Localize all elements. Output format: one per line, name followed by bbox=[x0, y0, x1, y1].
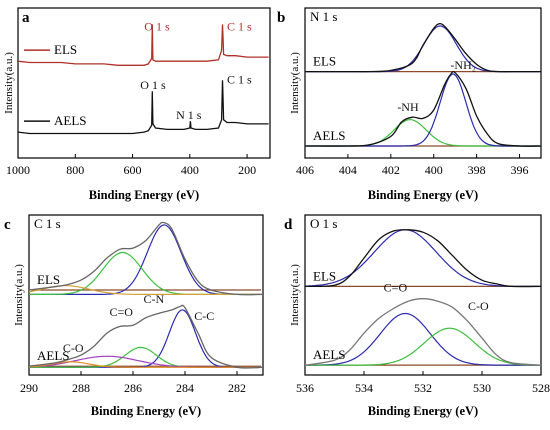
panel-c-x-tick-label-3: 284 bbox=[176, 381, 194, 395]
panel-b-annotation-0: -NH bbox=[397, 100, 419, 114]
panel-c-series-els bbox=[28, 221, 264, 296]
panel-c-aels-fit-co bbox=[28, 361, 263, 368]
panel-d-annotation-1: C-O bbox=[468, 299, 489, 313]
panel-c-series-label-aels: AELS bbox=[37, 348, 70, 363]
panel-c-series-label-els: ELS bbox=[37, 272, 60, 287]
panel-a-x-tick-label-2: 600 bbox=[124, 163, 142, 177]
panel-b-series-label-els: ELS bbox=[313, 54, 336, 69]
panel-c-els-fit-co bbox=[28, 285, 263, 296]
panel-letter-a: a bbox=[22, 10, 30, 26]
panel-c-series-aels bbox=[28, 304, 264, 369]
panel-b-title: N 1 s bbox=[310, 9, 337, 24]
panel-d-els-fit bbox=[304, 229, 541, 287]
panel-b-x-tick-label-3: 400 bbox=[425, 163, 443, 177]
panel-a-x-tick-label-3: 400 bbox=[181, 163, 199, 177]
panel-d-title: O 1 s bbox=[310, 216, 337, 231]
panel-c-x-tick-label-1: 288 bbox=[72, 381, 90, 395]
panel-a-series-aels bbox=[17, 80, 269, 135]
panel-d-aels-fit-co bbox=[305, 327, 541, 366]
panel-c-annotation-3: C-O bbox=[63, 341, 84, 355]
panel-a-x-tick-label-4: 200 bbox=[238, 163, 256, 177]
panel-c-els-fit-cc bbox=[28, 224, 263, 296]
panel-d-y-label: Intensity(a.u.) bbox=[289, 264, 301, 326]
panel-b-x-tick-label-4: 398 bbox=[468, 163, 486, 177]
panel-d-x-tick-label-2: 532 bbox=[414, 381, 432, 395]
panel-a-x-tick-label-0: 1000 bbox=[6, 163, 30, 177]
panel-b-x-label: Binding Energy (eV) bbox=[368, 188, 478, 202]
panel-a-y-label: Intensity(a.u.) bbox=[3, 52, 15, 114]
panel-a-series-label-aels: AELS bbox=[54, 113, 87, 128]
panel-b-series-label-aels: AELS bbox=[313, 128, 346, 143]
panel-c-x-label: Binding Energy (eV) bbox=[91, 404, 201, 418]
panel-d-series-label-els: ELS bbox=[313, 268, 336, 283]
panel-b-series-els bbox=[305, 22, 541, 73]
panel-letter-d: d bbox=[284, 217, 293, 233]
panel-d-series-aels bbox=[304, 298, 542, 366]
panel-a-annotation-1: C 1 s bbox=[227, 19, 252, 33]
panel-a-x-label: Binding Energy (eV) bbox=[89, 188, 199, 202]
panel-b-x-tick-label-1: 404 bbox=[339, 163, 357, 177]
panel-c-annotation-2: C-C bbox=[194, 309, 214, 323]
panel-d-x-tick-label-1: 534 bbox=[355, 381, 373, 395]
panel-b-x-tick-label-2: 402 bbox=[382, 163, 400, 177]
panel-a-series-label-els: ELS bbox=[54, 42, 77, 57]
panel-b-x-tick-label-0: 406 bbox=[296, 163, 314, 177]
panel-d-series-label-aels: AELS bbox=[313, 347, 346, 362]
panel-b-x-tick-label-5: 396 bbox=[511, 163, 529, 177]
panel-c-y-label: Intensity(a.u.) bbox=[13, 264, 25, 326]
panel-d-annotation-0: C=O bbox=[384, 281, 408, 295]
panel-d-aels-fit-ceo bbox=[304, 312, 541, 366]
panel-b-y-label: Intensity(a.u.) bbox=[289, 52, 301, 114]
panel-a-series-els bbox=[17, 24, 269, 66]
panel-letter-c: c bbox=[4, 217, 11, 233]
panel-a-frame bbox=[17, 7, 271, 159]
panel-b-series-aels bbox=[304, 70, 542, 147]
panel-letter-b: b bbox=[277, 10, 285, 26]
panel-c-title: C 1 s bbox=[34, 216, 61, 231]
panel-c-annotation-1: C=O bbox=[109, 305, 133, 319]
panel-a-annotation-0: O 1 s bbox=[144, 19, 170, 33]
panel-c-x-tick-label-0: 290 bbox=[20, 381, 38, 395]
panel-d-x-tick-label-3: 530 bbox=[473, 381, 491, 395]
panel-d-x-label: Binding Energy (eV) bbox=[368, 404, 478, 418]
panel-b-els-fit-nh2 bbox=[305, 25, 541, 73]
panel-a-annotation-4: C 1 s bbox=[227, 72, 252, 86]
panel-c-x-tick-label-2: 286 bbox=[124, 381, 142, 395]
panel-a-annotation-2: O 1 s bbox=[140, 78, 166, 92]
panel-b-annotation-1: -NH₂ bbox=[450, 58, 476, 72]
panel-d-series-els bbox=[304, 229, 542, 288]
panel-c-annotation-0: C-N bbox=[143, 292, 164, 306]
panel-d-x-tick-label-4: 528 bbox=[532, 381, 550, 395]
panel-d-x-tick-label-0: 536 bbox=[296, 381, 314, 395]
panel-b-frame bbox=[304, 7, 542, 159]
panel-c-els-fit-cn bbox=[28, 251, 263, 296]
panel-a-x-tick-label-1: 800 bbox=[66, 163, 84, 177]
panel-c-x-tick-label-4: 282 bbox=[228, 381, 246, 395]
panel-a-annotation-3: N 1 s bbox=[176, 108, 202, 122]
